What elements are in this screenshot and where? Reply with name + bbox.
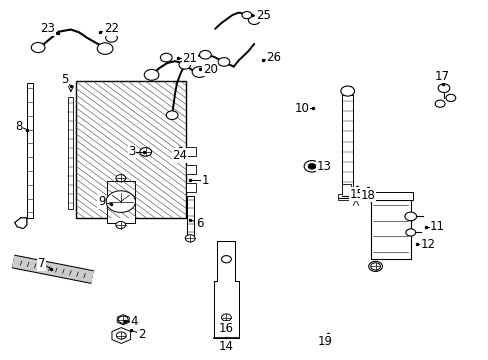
Text: 21: 21 — [182, 52, 197, 65]
Text: 24: 24 — [172, 149, 187, 162]
Text: 3: 3 — [128, 145, 136, 158]
Bar — [185, 165, 195, 174]
Circle shape — [144, 69, 159, 80]
Polygon shape — [214, 241, 238, 338]
Text: 1: 1 — [201, 174, 209, 186]
Circle shape — [307, 163, 315, 169]
Text: 25: 25 — [255, 9, 270, 22]
Text: 8: 8 — [15, 120, 22, 132]
Circle shape — [141, 148, 150, 156]
Bar — [342, 95, 352, 198]
Text: 18: 18 — [360, 189, 374, 202]
Text: 14: 14 — [218, 340, 233, 353]
Circle shape — [31, 42, 45, 53]
Circle shape — [179, 60, 190, 69]
Circle shape — [105, 33, 117, 42]
Circle shape — [185, 235, 195, 242]
Polygon shape — [338, 184, 354, 200]
Bar — [185, 147, 195, 156]
Circle shape — [116, 221, 125, 229]
Text: 11: 11 — [429, 220, 444, 233]
Text: 19: 19 — [317, 335, 332, 348]
Circle shape — [160, 53, 172, 62]
Bar — [367, 192, 412, 200]
Circle shape — [340, 86, 354, 96]
Bar — [68, 97, 73, 209]
Bar — [185, 183, 195, 192]
Text: 15: 15 — [349, 188, 364, 201]
Polygon shape — [15, 218, 27, 229]
Circle shape — [242, 12, 251, 19]
Bar — [106, 181, 135, 223]
Circle shape — [97, 43, 113, 54]
Text: 23: 23 — [41, 22, 55, 35]
Circle shape — [437, 84, 449, 93]
Bar — [27, 83, 33, 218]
Bar — [186, 196, 193, 236]
Text: 13: 13 — [316, 160, 330, 173]
Bar — [76, 81, 185, 218]
Circle shape — [445, 94, 455, 102]
Text: 20: 20 — [203, 63, 217, 76]
Text: 2: 2 — [138, 328, 145, 341]
Text: 16: 16 — [218, 322, 233, 335]
Circle shape — [221, 256, 231, 263]
Circle shape — [221, 326, 231, 333]
Circle shape — [434, 100, 444, 107]
Text: 22: 22 — [104, 22, 119, 35]
Circle shape — [116, 175, 125, 182]
Text: 9: 9 — [98, 195, 105, 208]
Circle shape — [106, 191, 135, 212]
Text: 10: 10 — [294, 102, 309, 114]
Circle shape — [304, 161, 319, 172]
Text: 7: 7 — [38, 257, 45, 270]
Circle shape — [140, 148, 151, 156]
Text: 6: 6 — [195, 217, 203, 230]
Circle shape — [405, 229, 415, 236]
Text: 17: 17 — [434, 70, 449, 83]
Text: 5: 5 — [61, 73, 68, 86]
Circle shape — [192, 67, 206, 77]
Circle shape — [218, 58, 229, 66]
Text: 12: 12 — [420, 238, 434, 251]
Circle shape — [370, 263, 380, 270]
Circle shape — [221, 314, 231, 321]
Circle shape — [116, 332, 126, 339]
Text: 26: 26 — [266, 51, 281, 64]
Bar — [370, 200, 410, 259]
Circle shape — [404, 212, 416, 221]
Circle shape — [118, 316, 128, 323]
Text: 4: 4 — [130, 315, 138, 328]
Circle shape — [248, 16, 260, 24]
Circle shape — [368, 261, 382, 271]
Circle shape — [199, 50, 211, 59]
Circle shape — [166, 111, 178, 120]
